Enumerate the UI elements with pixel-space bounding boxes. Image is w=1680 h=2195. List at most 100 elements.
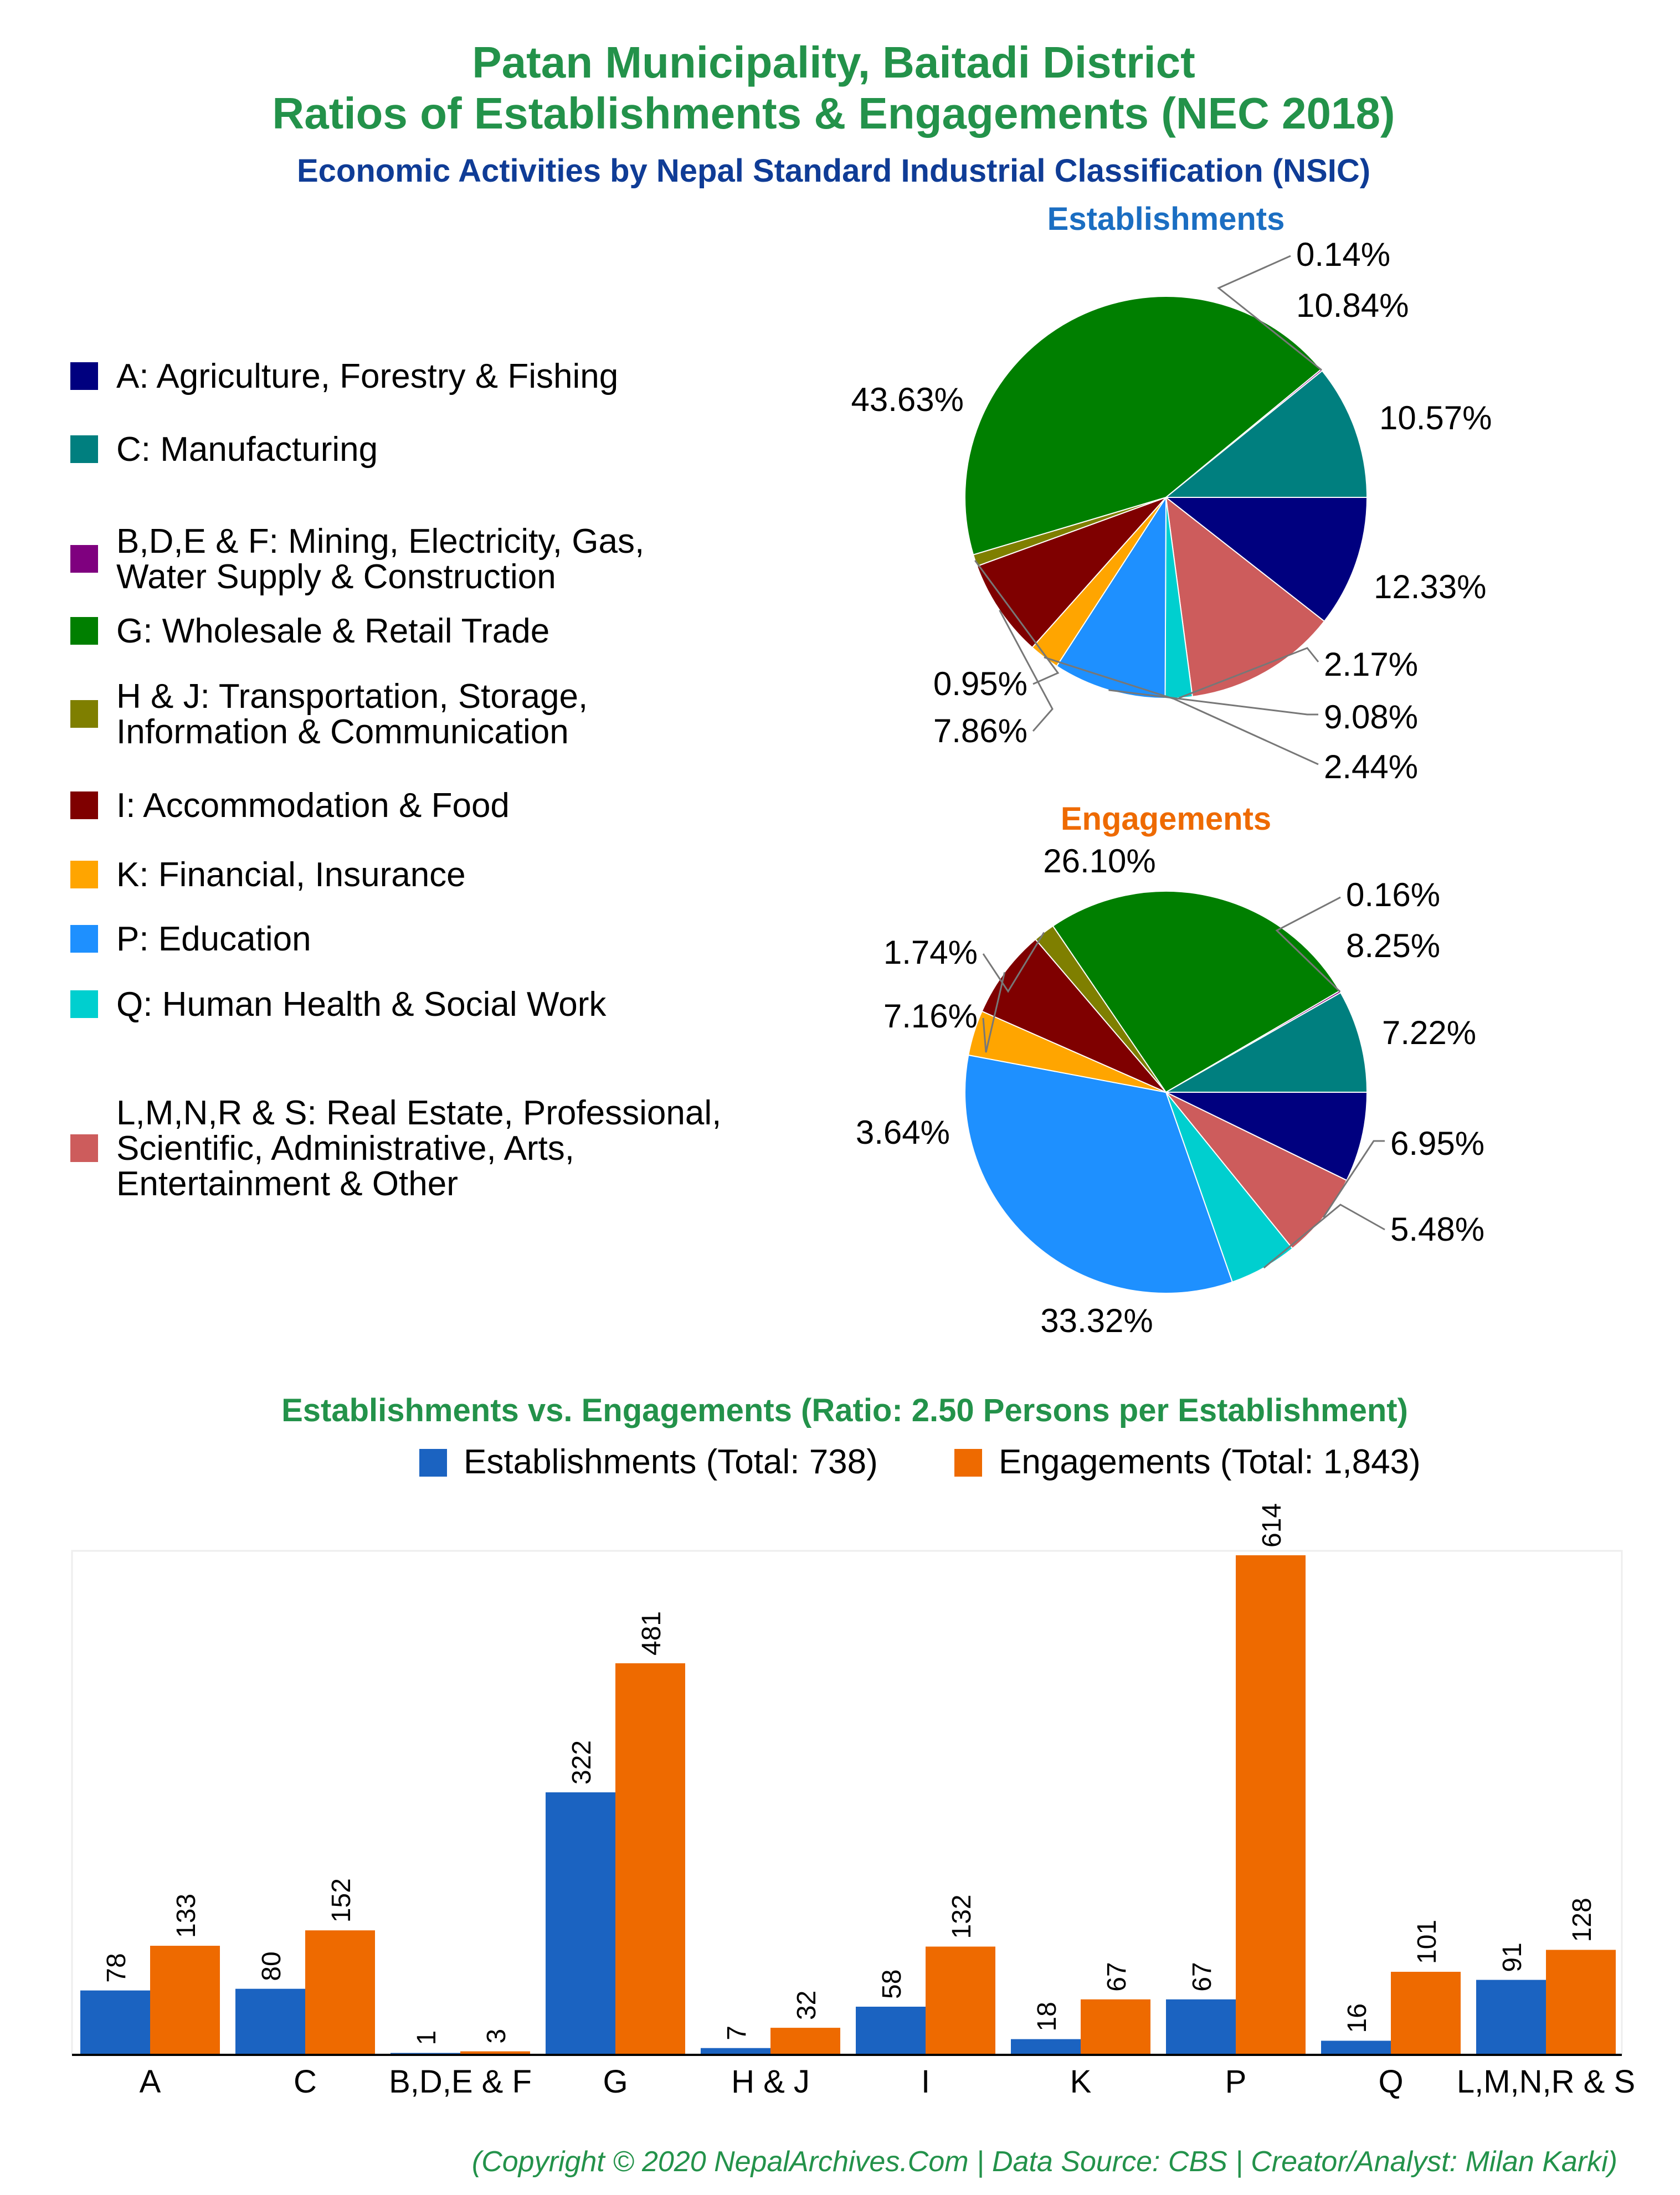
bar-engagements-4 xyxy=(770,2028,840,2054)
pie-label-a: 10.57% xyxy=(1379,399,1492,436)
page-subtitle: Economic Activities by Nepal Standard In… xyxy=(297,153,1370,189)
legend-swatch-lmnrs xyxy=(70,1134,98,1162)
bar-engagements-2 xyxy=(460,2051,530,2054)
bar-chart: 78 133 A 80 152 C 1 3 B,D,E & F 322 481 G 7 32 H & J 58… xyxy=(80,1503,1635,2100)
pie-leader-line-bdef xyxy=(1275,896,1341,993)
bar-legend-label-establishments: Establishments (Total: 738) xyxy=(464,1443,878,1481)
engagements-pie-title: Engagements xyxy=(1061,801,1271,837)
legend-label-lmnrs: Entertainment & Other xyxy=(116,1165,458,1203)
legend-label-c: C: Manufacturing xyxy=(116,430,378,469)
data-label-engagements-7: 614 xyxy=(1257,1503,1287,1548)
pie-label-k: 2.44% xyxy=(1324,748,1418,785)
data-label-establishments-8: 16 xyxy=(1343,2003,1372,2033)
pie-slice-g xyxy=(1052,891,1340,1093)
legend-label-g: G: Wholesale & Retail Trade xyxy=(116,612,549,650)
category-label-3: G xyxy=(603,2064,628,2100)
pie-label-bdef: 0.14% xyxy=(1296,236,1390,273)
pie-label-hj: 0.95% xyxy=(933,665,1027,702)
establishments-pie: 10.57% 12.33% 2.17% 9.08% 2.44% 7.86% 0.95% 43.… xyxy=(851,236,1492,785)
data-label-engagements-4: 32 xyxy=(792,1991,821,2020)
bar-chart-title: Establishments vs. Engagements (Ratio: 2… xyxy=(281,1392,1408,1428)
data-label-engagements-5: 132 xyxy=(947,1894,977,1939)
legend-label-q: Q: Human Health & Social Work xyxy=(116,985,607,1024)
bar-establishments-3 xyxy=(546,1792,615,2054)
pie-label-k: 3.64% xyxy=(856,1114,950,1151)
bar-legend-label-engagements: Engagements (Total: 1,843) xyxy=(999,1443,1421,1481)
data-label-establishments-5: 58 xyxy=(877,1970,907,1999)
pie-label-q: 5.48% xyxy=(1390,1211,1484,1248)
bar-establishments-0 xyxy=(80,1990,150,2054)
bar-engagements-5 xyxy=(926,1946,995,2054)
bar-establishments-8 xyxy=(1321,2040,1391,2054)
pie-slice-c xyxy=(1164,991,1368,1093)
pie-label-hj: 1.74% xyxy=(883,934,978,971)
data-label-engagements-8: 101 xyxy=(1412,1920,1442,1964)
bar-establishments-5 xyxy=(856,2007,926,2054)
data-label-engagements-0: 133 xyxy=(172,1894,201,1938)
bar-engagements-1 xyxy=(305,1930,375,2054)
data-label-establishments-2: 1 xyxy=(412,2030,441,2045)
legend-swatch-q xyxy=(70,990,98,1018)
pie-label-g: 43.63% xyxy=(851,381,964,418)
pie-leader-line-i xyxy=(982,972,1006,1053)
legend-label-hj: H & J: Transportation, Storage, xyxy=(116,677,588,716)
pie-label-c: 10.84% xyxy=(1296,287,1409,324)
page-title-line1: Patan Municipality, Baitadi District xyxy=(472,38,1195,87)
pie-leader-line-k xyxy=(1044,656,1319,765)
pie-leader-line-q xyxy=(1178,647,1319,699)
pie-label-q: 2.17% xyxy=(1324,646,1418,683)
copyright-footer: (Copyright © 2020 NepalArchives.Com | Da… xyxy=(472,2146,1617,2178)
data-label-establishments-7: 67 xyxy=(1188,1962,1217,1991)
pie-leader-line-hj xyxy=(974,560,1060,685)
bar-establishments-1 xyxy=(235,1988,305,2054)
bar-legend-swatch-establishments xyxy=(419,1449,447,1477)
pie-label-a: 7.22% xyxy=(1382,1014,1476,1051)
bar-establishments-9 xyxy=(1476,1980,1546,2054)
data-label-engagements-1: 152 xyxy=(327,1878,356,1922)
category-label-8: Q xyxy=(1378,2064,1403,2100)
data-label-establishments-3: 322 xyxy=(567,1740,597,1785)
pie-label-p: 9.08% xyxy=(1324,698,1418,736)
pie-slice-lmnrs xyxy=(1165,496,1325,697)
category-label-4: H & J xyxy=(731,2064,810,2100)
legend-label-i: I: Accommodation & Food xyxy=(116,787,510,825)
bar-engagements-8 xyxy=(1391,1972,1461,2054)
pie-leader-line-hj xyxy=(982,932,1045,993)
pie-label-i: 7.16% xyxy=(883,998,978,1035)
legend-swatch-c xyxy=(70,435,98,463)
bar-engagements-7 xyxy=(1236,1555,1306,2054)
category-label-2: B,D,E & F xyxy=(389,2064,532,2100)
legend-label-bdef: Water Supply & Construction xyxy=(116,558,556,596)
legend-label-k: K: Financial, Insurance xyxy=(116,856,466,894)
pie-slice-a xyxy=(1165,1092,1368,1181)
legend-swatch-bdef xyxy=(70,545,98,573)
engagements-pie: 7.22% 6.95% 5.48% 33.32% 3.64% 7.16% 1.74% 26.1… xyxy=(856,842,1484,1339)
category-label-5: I xyxy=(921,2064,930,2100)
data-label-establishments-4: 7 xyxy=(722,2026,752,2040)
data-label-engagements-3: 481 xyxy=(637,1611,666,1656)
pie-legend: A: Agriculture, Forestry & Fishing C: Man… xyxy=(70,357,721,1203)
pie-slice-p xyxy=(1056,495,1167,700)
category-label-1: C xyxy=(294,2064,317,2100)
bar-engagements-0 xyxy=(150,1946,220,2054)
bar-establishments-6 xyxy=(1011,2039,1081,2054)
legend-label-a: A: Agriculture, Forestry & Fishing xyxy=(116,357,618,395)
bar-legend-swatch-engagements xyxy=(954,1449,982,1477)
pie-slice-a xyxy=(1164,497,1368,623)
pie-label-i: 7.86% xyxy=(933,712,1027,749)
pie-leader-line-p xyxy=(1108,689,1318,716)
data-label-establishments-6: 18 xyxy=(1032,2002,1062,2031)
pie-leader-line-lmnrs xyxy=(1322,1140,1385,1218)
data-label-establishments-1: 80 xyxy=(257,1951,286,1981)
plot-area-border xyxy=(71,1550,1623,2055)
legend-label-hj: Information & Communication xyxy=(116,713,569,751)
legend-label-bdef: B,D,E & F: Mining, Electricity, Gas, xyxy=(116,522,644,561)
pie-slice-i xyxy=(981,938,1167,1093)
category-label-6: K xyxy=(1070,2064,1092,2100)
pie-slice-p xyxy=(964,1054,1234,1294)
bar-establishments-4 xyxy=(701,2048,770,2054)
legend-swatch-hj xyxy=(70,700,98,728)
pie-label-lmnrs: 12.33% xyxy=(1374,568,1487,605)
